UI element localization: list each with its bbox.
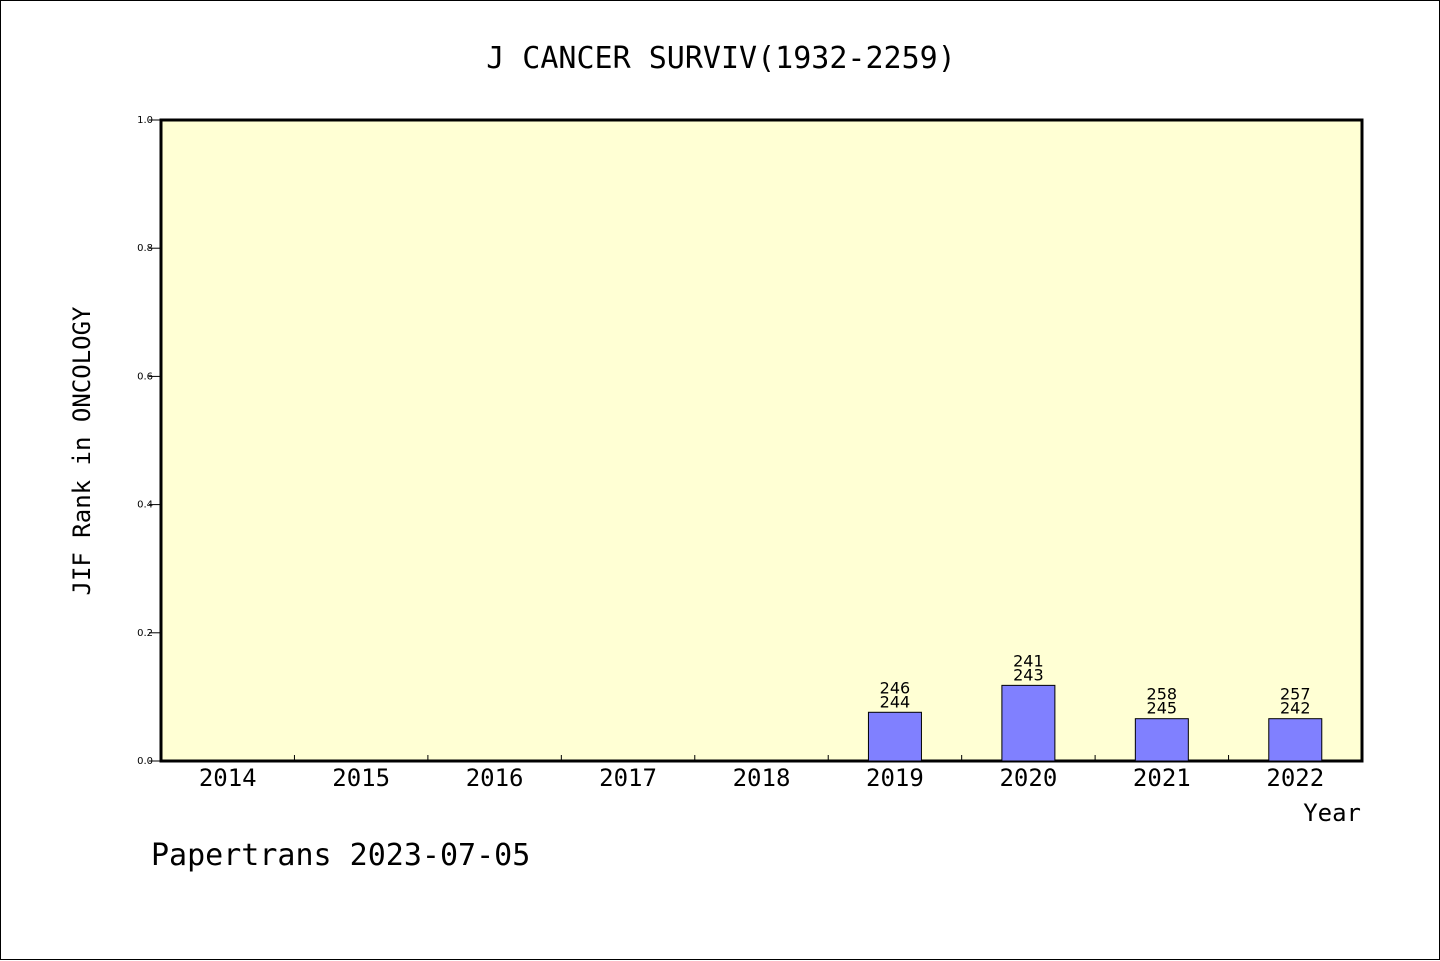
x-axis-label: Year <box>1303 799 1361 827</box>
x-tick-label: 2021 <box>1133 764 1191 792</box>
bar-2022 <box>1268 718 1323 762</box>
bar-2020 <box>1001 684 1056 762</box>
footer-credit: Papertrans 2023-07-05 <box>151 838 530 873</box>
bar-value-label: 244 <box>880 692 911 711</box>
bar-value-label: 246 <box>880 678 911 697</box>
x-tick-label: 2018 <box>733 764 791 792</box>
x-tick-label: 2014 <box>199 764 257 792</box>
bar-value-label: 242 <box>1280 699 1311 718</box>
x-tick-label: 2017 <box>599 764 657 792</box>
y-axis-label: JIF Rank in ONCOLOGY <box>68 306 96 596</box>
x-tick-label: 2015 <box>332 764 390 792</box>
bar-value-label: 241 <box>1013 651 1044 670</box>
x-tick-label: 2016 <box>466 764 524 792</box>
x-axis: 2014 2015 2016 2017 2018 2019 2020 2021 2022 <box>199 755 1324 792</box>
y-tick-label: 0.8 <box>137 243 153 254</box>
bar-value-label: 245 <box>1147 699 1178 718</box>
bar-2021 <box>1134 718 1189 762</box>
y-tick-label: 1.0 <box>137 115 153 126</box>
bar-value-label: 243 <box>1013 665 1044 684</box>
y-tick-label: 0.6 <box>137 371 153 382</box>
y-tick-label: 0.0 <box>137 756 153 767</box>
plot-area <box>159 118 1364 763</box>
x-tick-label: 2019 <box>866 764 924 792</box>
bar-value-label: 258 <box>1147 685 1178 704</box>
y-tick-label: 0.4 <box>137 500 153 511</box>
bar-2019 <box>867 711 922 762</box>
x-tick-label: 2020 <box>999 764 1057 792</box>
chart-title: J CANCER SURVIV(1932-2259) <box>486 41 956 76</box>
x-tick-label: 2022 <box>1266 764 1324 792</box>
y-axis: 0.0 0.2 0.4 0.6 0.8 1.0 <box>137 115 161 767</box>
y-tick-label: 0.2 <box>137 628 153 639</box>
bar-value-label: 257 <box>1280 685 1311 704</box>
